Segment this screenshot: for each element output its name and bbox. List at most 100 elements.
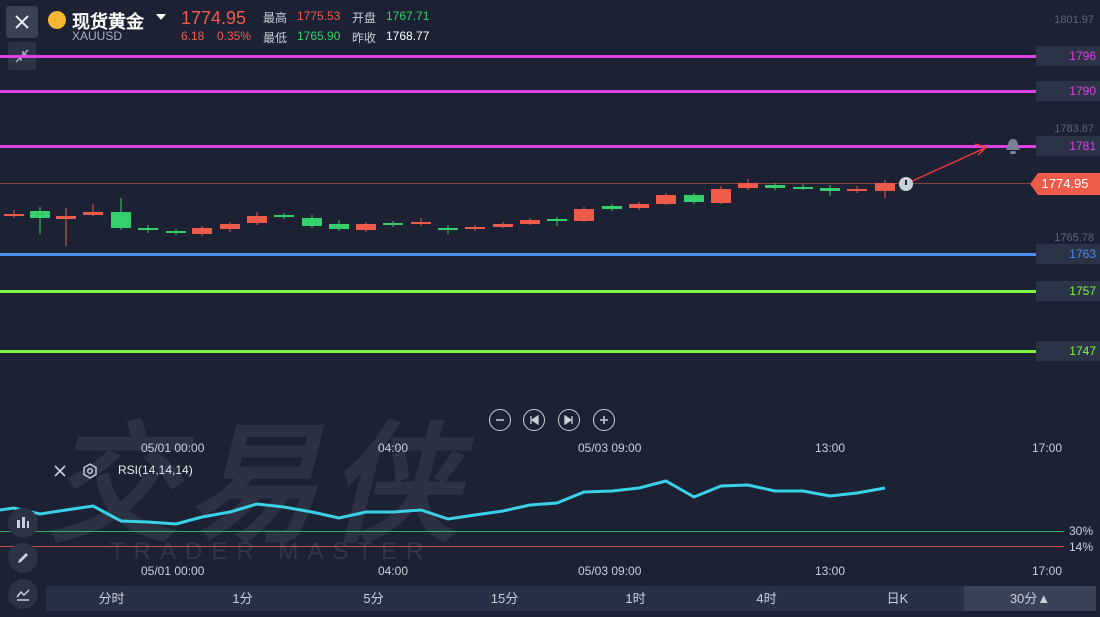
gold-coin-icon [48, 11, 66, 29]
instrument-code: XAUUSD [72, 29, 123, 43]
draw-tool-button[interactable] [8, 543, 38, 573]
info-icon-glyph [905, 180, 907, 185]
time-label: 13:00 [815, 441, 846, 455]
candlestick-chart [4, 143, 988, 246]
gear-icon [83, 463, 97, 479]
price-change-percent: 0.35% [217, 29, 252, 43]
candle-body [574, 209, 594, 221]
zoom-out-button[interactable] [489, 409, 511, 431]
tab-5min[interactable]: 5分 [363, 591, 384, 606]
candle-body [793, 187, 813, 189]
candle-body [847, 189, 867, 191]
open-value: 1767.71 [386, 9, 430, 23]
line-tool-button[interactable] [8, 579, 38, 609]
candle-body [820, 188, 840, 191]
prev-close-value: 1768.77 [386, 29, 430, 43]
candle-body [56, 216, 76, 219]
candle-body [4, 214, 24, 216]
skip-forward-icon [564, 415, 573, 425]
level-line-1747[interactable] [0, 350, 1036, 353]
tab-30min[interactable]: 30分▲ [964, 586, 1096, 611]
low-value: 1765.90 [297, 29, 341, 43]
minus-icon [496, 419, 504, 421]
time-label: 04:00 [378, 441, 409, 455]
rsi-time-label: 04:00 [378, 564, 409, 578]
candle-body [220, 224, 240, 229]
candle-body [520, 220, 540, 224]
current-price: 1774.95 [181, 8, 247, 28]
candle-body [493, 224, 513, 227]
high-value: 1775.53 [297, 9, 341, 23]
tab-1min[interactable]: 1分 [232, 591, 253, 606]
tab-1hour[interactable]: 1时 [625, 591, 646, 606]
candle-body [192, 228, 212, 234]
level-line-1757[interactable] [0, 290, 1036, 293]
time-label: 17:00 [1032, 441, 1063, 455]
scroll-start-button[interactable] [523, 409, 545, 431]
axis-price-mid: 1783.87 [1054, 123, 1094, 135]
candle-body [684, 195, 704, 202]
indicator-tool-button[interactable] [8, 508, 38, 538]
level-label-1763: 1763 [1036, 244, 1100, 264]
candle-body [247, 216, 267, 223]
tab-4hour[interactable]: 4时 [756, 591, 777, 606]
time-label: 05/01 00:00 [141, 441, 205, 455]
indicator-settings-button[interactable] [82, 463, 100, 481]
candle-body [138, 228, 158, 230]
candle-body [438, 228, 458, 230]
level-line-1781[interactable] [0, 145, 1036, 148]
plus-icon [600, 416, 608, 424]
period-tab-bar: 分时 1分 5分 15分 1时 4时 日K 30分▲ [46, 586, 1096, 611]
rsi-label: RSI(14,14,14) [118, 463, 193, 477]
candle-body [411, 222, 431, 224]
chevron-down-icon[interactable] [156, 14, 166, 20]
candle-body [356, 224, 376, 230]
rsi-time-label: 13:00 [815, 564, 846, 578]
scroll-end-button[interactable] [558, 409, 580, 431]
candle-body [166, 231, 186, 233]
close-icon [54, 465, 66, 477]
low-label: 最低 [263, 31, 288, 45]
candle-body [875, 183, 895, 191]
arrow-head [974, 143, 988, 156]
level-line-1763[interactable] [0, 253, 1036, 256]
zoom-in-button[interactable] [593, 409, 615, 431]
rsi-time-label: 05/01 00:00 [141, 564, 205, 578]
trendline-icon [16, 589, 30, 601]
rsi-level-30-line [0, 531, 1064, 532]
level-label-1747: 1747 [1036, 341, 1100, 361]
candle-body [274, 215, 294, 217]
current-price-line [0, 183, 1030, 184]
level-line-1790[interactable] [0, 90, 1036, 93]
candle-body [711, 189, 731, 203]
candle-body [383, 223, 403, 225]
rsi-chart [0, 479, 886, 526]
rsi-time-label: 17:00 [1032, 564, 1063, 578]
watermark-brand-text: TRADER MASTER [110, 538, 433, 565]
skip-back-icon [530, 415, 539, 425]
candle-body [111, 212, 131, 228]
level-line-1796[interactable] [0, 55, 1036, 58]
instrument-name[interactable]: 现货黄金 [72, 12, 144, 32]
level-label-1781: 1781 [1036, 136, 1100, 156]
candle-body [602, 206, 622, 209]
candles-icon [17, 517, 29, 528]
tab-daily[interactable]: 日K [886, 591, 909, 606]
close-button[interactable] [6, 6, 38, 38]
axis-price-low: 1765.78 [1054, 232, 1094, 244]
candle-body [656, 195, 676, 204]
level-label-1757: 1757 [1036, 281, 1100, 301]
alarm-bell-icon[interactable] [1002, 137, 1024, 157]
tab-timeshare[interactable]: 分时 [98, 591, 125, 606]
rsi-level-14-line [0, 546, 1064, 547]
candle-body [302, 218, 322, 226]
prev-close-label: 昨收 [352, 31, 377, 45]
close-icon [15, 15, 29, 29]
high-label: 最高 [263, 11, 288, 25]
candle-body [547, 219, 567, 221]
level-label-1796: 1796 [1036, 46, 1100, 66]
pencil-icon [18, 553, 28, 563]
close-indicator-button[interactable] [52, 463, 70, 481]
candle-body [83, 212, 103, 215]
tab-15min[interactable]: 15分 [490, 591, 519, 606]
